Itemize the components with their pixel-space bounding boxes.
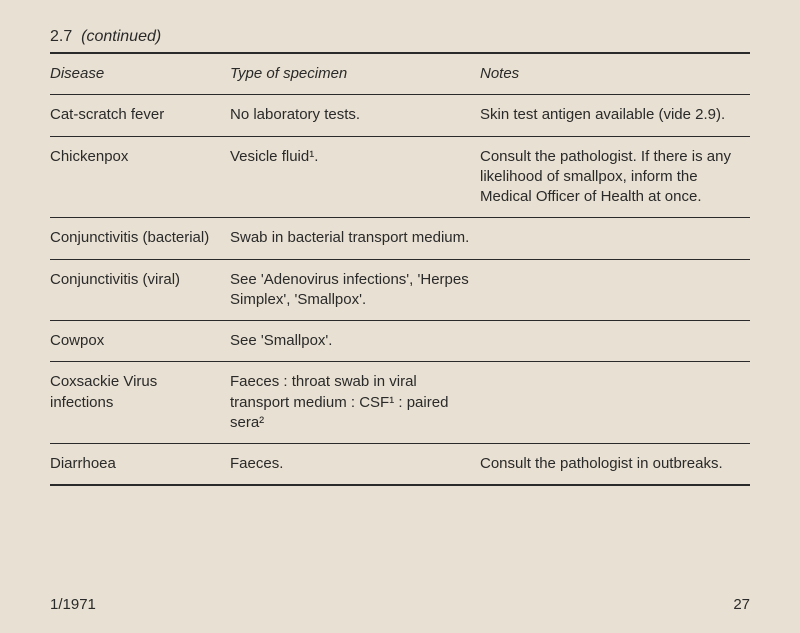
section-continued: (continued) bbox=[81, 28, 161, 45]
cell-disease: Coxsackie Virus infections bbox=[50, 372, 230, 433]
cell-notes: Consult the pathologist in outbreaks. bbox=[480, 454, 750, 474]
cell-notes bbox=[480, 372, 750, 433]
cell-notes: Consult the pathologist. If there is any… bbox=[480, 147, 750, 208]
table-row: Diarrhoea Faeces. Consult the pathologis… bbox=[50, 444, 750, 484]
cell-notes bbox=[480, 331, 750, 351]
cell-specimen: Faeces : throat swab in viral transport … bbox=[230, 372, 480, 433]
cell-specimen: Faeces. bbox=[230, 454, 480, 474]
col-header-notes: Notes bbox=[480, 64, 750, 84]
table-row: Conjunctivitis (bacterial) Swab in bacte… bbox=[50, 218, 750, 258]
table-row: Cowpox See 'Smallpox'. bbox=[50, 321, 750, 361]
cell-notes bbox=[480, 228, 750, 248]
table-row: Cat-scratch fever No laboratory tests. S… bbox=[50, 95, 750, 135]
cell-specimen: Swab in bacterial transport medium. bbox=[230, 228, 480, 248]
page-number: 27 bbox=[733, 596, 750, 613]
col-header-specimen: Type of specimen bbox=[230, 64, 480, 84]
cell-disease: Diarrhoea bbox=[50, 454, 230, 474]
cell-disease: Cat-scratch fever bbox=[50, 105, 230, 125]
footer-date: 1/1971 bbox=[50, 596, 96, 613]
page-footer: 1/1971 27 bbox=[50, 596, 750, 613]
table-row: Coxsackie Virus infections Faeces : thro… bbox=[50, 362, 750, 443]
cell-disease: Cowpox bbox=[50, 331, 230, 351]
cell-disease: Chickenpox bbox=[50, 147, 230, 208]
section-heading: 2.7 (continued) bbox=[50, 28, 750, 46]
section-number: 2.7 bbox=[50, 28, 72, 45]
table-row: Conjunctivitis (viral) See 'Adenovirus i… bbox=[50, 260, 750, 321]
cell-notes: Skin test antigen available (vide 2.9). bbox=[480, 105, 750, 125]
table-header-row: Disease Type of specimen Notes bbox=[50, 54, 750, 94]
cell-disease: Conjunctivitis (bacterial) bbox=[50, 228, 230, 248]
rule-bottom bbox=[50, 484, 750, 486]
cell-specimen: Vesicle fluid¹. bbox=[230, 147, 480, 208]
col-header-disease: Disease bbox=[50, 64, 230, 84]
cell-notes bbox=[480, 270, 750, 311]
cell-disease: Conjunctivitis (viral) bbox=[50, 270, 230, 311]
cell-specimen: No laboratory tests. bbox=[230, 105, 480, 125]
table-row: Chickenpox Vesicle fluid¹. Consult the p… bbox=[50, 137, 750, 218]
cell-specimen: See 'Smallpox'. bbox=[230, 331, 480, 351]
cell-specimen: See 'Adenovirus infections', 'Herpes Sim… bbox=[230, 270, 480, 311]
